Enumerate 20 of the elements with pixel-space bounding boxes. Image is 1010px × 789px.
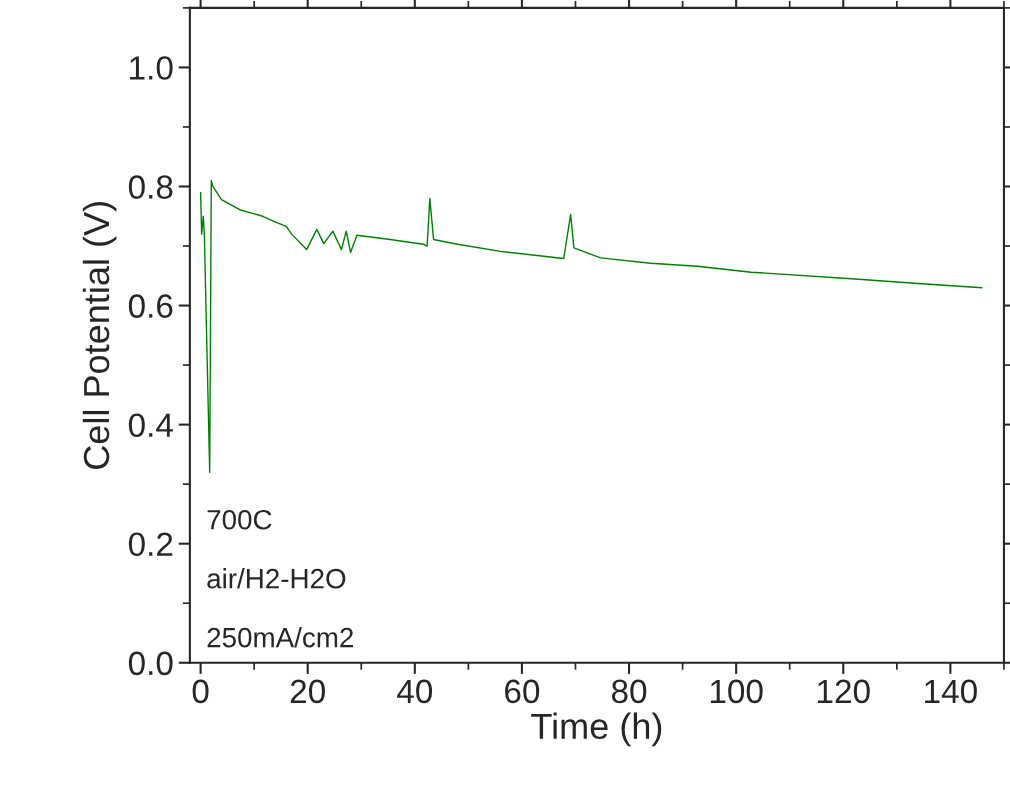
y-tick-label: 0.0 [128, 651, 173, 676]
annotation: 250mA/cm2 [207, 627, 353, 648]
x-tick-label: 100 [710, 679, 763, 704]
x-tick-label: 40 [397, 679, 433, 704]
x-tick-label: 140 [925, 679, 977, 704]
y-tick-label: 0.4 [128, 413, 173, 438]
x-tick-label: 60 [505, 679, 540, 704]
line-series [199, 179, 983, 473]
x-tick-label: 80 [611, 679, 647, 704]
y-tick-label: 1.0 [130, 56, 173, 80]
annotation: air/H2-H2O [207, 568, 346, 589]
annotation: 700C [207, 509, 272, 530]
x-tick-label: 20 [290, 679, 325, 704]
x-tick-label: 0 [192, 679, 209, 704]
x-tick-label: 120 [818, 679, 870, 704]
y-tick-label: 0.2 [128, 532, 173, 557]
x-axis-title: Time (h) [531, 712, 662, 747]
y-tick-label: 0.8 [128, 175, 173, 199]
y-axis-title: Cell Potential (V) [82, 202, 117, 469]
y-tick-label: 0.6 [128, 294, 173, 318]
